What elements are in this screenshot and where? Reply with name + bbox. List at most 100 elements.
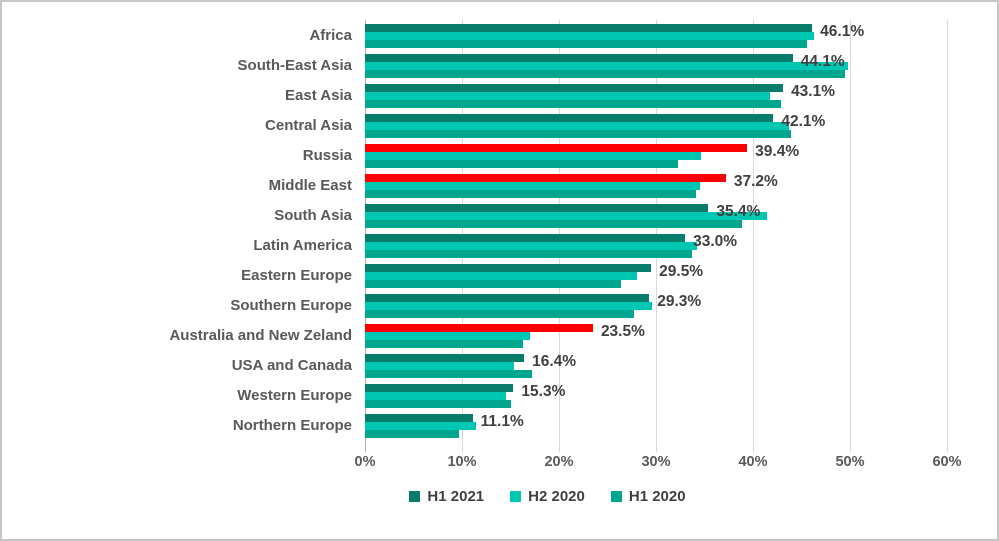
legend-item: H1 2021: [409, 488, 484, 505]
chart-row: Middle East 37.2%: [2, 173, 997, 204]
bar-h1-2021: [365, 384, 514, 392]
bar-h1-2020: [365, 70, 846, 78]
category-label: Eastern Europe: [241, 267, 352, 284]
bar-h2-2020: [365, 362, 515, 370]
value-label: 15.3%: [521, 383, 566, 400]
bar-h1-2021: [365, 294, 650, 302]
bar-h2-2020: [365, 122, 789, 130]
gridline: [850, 20, 851, 452]
bar-h1-2020: [365, 430, 460, 438]
category-label: USA and Canada: [231, 357, 352, 374]
gridline: [753, 20, 754, 452]
category-label: South-East Asia: [237, 57, 352, 74]
bar-h2-2020: [365, 392, 506, 400]
category-label: Latin America: [253, 237, 352, 254]
chart-row: Russia 39.4%: [2, 143, 997, 174]
value-label: 23.5%: [600, 323, 645, 340]
category-label: Northern Europe: [232, 417, 352, 434]
bar-h1-2020: [365, 370, 532, 378]
bar-h1-2021: [365, 144, 748, 152]
chart-row: South-East Asia 44.1%: [2, 53, 997, 84]
x-axis-tick: 0%: [354, 454, 376, 470]
bar-h2-2020: [365, 32, 815, 40]
bar-group: 42.1%: [365, 113, 947, 144]
bar-h1-2021: [365, 354, 525, 362]
category-label: South Asia: [274, 207, 352, 224]
legend-label: H1 2021: [427, 488, 485, 505]
bar-h1-2021: [365, 54, 793, 62]
bar-h1-2021: [365, 84, 784, 92]
bar-group: 44.1%: [365, 53, 947, 84]
bar-group: 16.4%: [365, 353, 947, 384]
bar-group: 11.1%: [365, 413, 947, 444]
bar-h1-2021: [365, 324, 593, 332]
bar-h2-2020: [365, 272, 637, 280]
chart-row: Australia and New Zeland 23.5%: [2, 323, 997, 354]
category-label: Australia and New Zeland: [169, 327, 352, 344]
bar-h1-2020: [365, 400, 511, 408]
bar-h1-2020: [365, 190, 696, 198]
x-axis-tick: 10%: [447, 454, 477, 470]
category-label: Western Europe: [237, 387, 352, 404]
legend-swatch: [510, 491, 522, 502]
bar-group: 37.2%: [365, 173, 947, 204]
bar-group: 29.5%: [365, 263, 947, 294]
bar-h1-2020: [365, 250, 692, 258]
legend-item: H2 2020: [510, 488, 585, 505]
category-label: Central Asia: [265, 117, 352, 134]
bar-h2-2020: [365, 332, 530, 340]
bar-h1-2021: [365, 204, 709, 212]
bar-h1-2020: [365, 130, 791, 138]
chart-row: Latin America 33.0%: [2, 233, 997, 264]
bar-h1-2020: [365, 160, 679, 168]
bar-h1-2020: [365, 310, 634, 318]
bar-h1-2020: [365, 100, 782, 108]
bar-h1-2020: [365, 220, 743, 228]
bar-group: 35.4%: [365, 203, 947, 234]
bar-group: 33.0%: [365, 233, 947, 264]
bar-h1-2020: [365, 40, 808, 48]
bar-group: 43.1%: [365, 83, 947, 114]
legend-swatch: [610, 491, 622, 502]
gridline: [947, 20, 948, 452]
category-label: Africa: [309, 27, 352, 44]
value-label: 44.1%: [800, 53, 845, 70]
bar-group: 29.3%: [365, 293, 947, 324]
bar-h1-2021: [365, 234, 686, 242]
bar-h2-2020: [365, 62, 849, 70]
bar-h1-2021: [365, 174, 726, 182]
bar-group: 39.4%: [365, 143, 947, 174]
bar-h2-2020: [365, 242, 697, 250]
bar-h1-2021: [365, 24, 813, 32]
value-label: 29.5%: [659, 263, 704, 280]
bar-h1-2020: [365, 340, 524, 348]
chart-row: Northern Europe 11.1%: [2, 413, 997, 444]
value-label: 39.4%: [755, 143, 800, 160]
x-axis-tick: 60%: [932, 454, 962, 470]
chart-rows: Africa 46.1% South-East Asia 44.1% East Asia…: [2, 23, 997, 444]
category-label: Russia: [302, 147, 352, 164]
value-label: 46.1%: [820, 23, 865, 40]
category-label: Middle East: [268, 177, 352, 194]
x-axis: 0% 10% 20% 30% 40% 50% 60%: [355, 454, 962, 474]
legend: H1 2021 H2 2020 H1 2020: [2, 488, 997, 505]
bar-h2-2020: [365, 182, 700, 190]
chart-row: USA and Canada 16.4%: [2, 353, 997, 384]
bar-h1-2021: [365, 414, 473, 422]
chart-row: Eastern Europe 29.5%: [2, 263, 997, 294]
bar-h2-2020: [365, 152, 701, 160]
value-label: 35.4%: [716, 203, 761, 220]
bar-group: 23.5%: [365, 323, 947, 354]
bar-h1-2020: [365, 280, 622, 288]
value-label: 37.2%: [733, 173, 778, 190]
bar-h2-2020: [365, 92, 771, 100]
x-axis-tick: 50%: [835, 454, 865, 470]
x-axis-tick: 30%: [641, 454, 671, 470]
category-label: Southern Europe: [230, 297, 352, 314]
value-label: 43.1%: [791, 83, 836, 100]
legend-label: H2 2020: [528, 488, 585, 505]
value-label: 11.1%: [480, 413, 524, 430]
bar-h2-2020: [365, 422, 476, 430]
chart-row: Southern Europe 29.3%: [2, 293, 997, 324]
